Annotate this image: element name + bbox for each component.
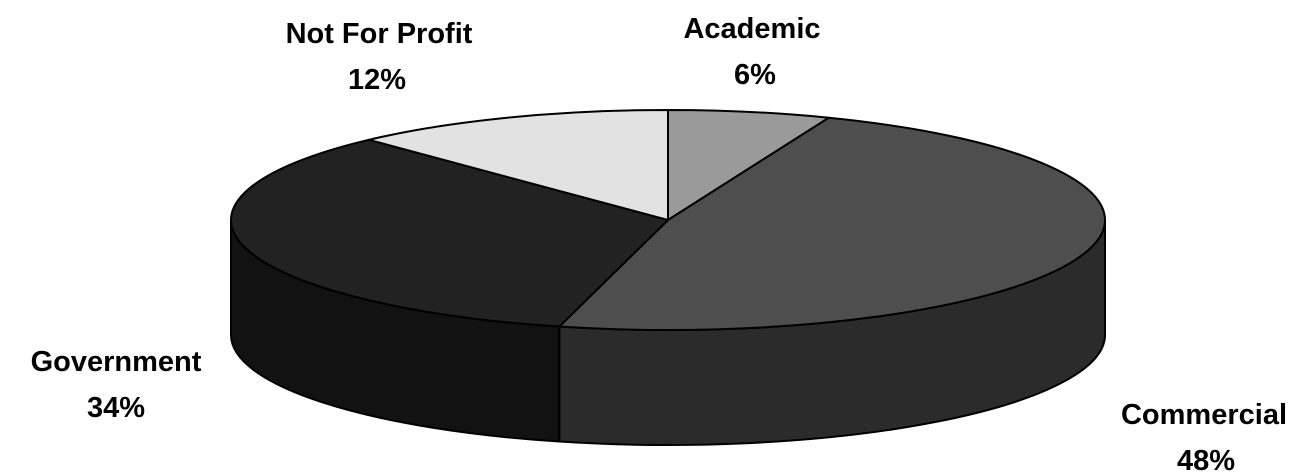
slice-label-academic: Academic [683, 13, 820, 45]
pie-labels: Academic 6% Commercial 48% Government 34… [31, 13, 1287, 475]
slice-value-not-for-profit: 12% [348, 64, 406, 96]
pie-tops [230, 109, 1106, 331]
slice-value-commercial: 48% [1177, 445, 1235, 475]
slice-label-not-for-profit: Not For Profit [286, 18, 473, 50]
pie-slice-academic [667, 109, 830, 221]
slice-label-commercial: Commercial [1121, 399, 1287, 431]
pie-slice-commercial [558, 116, 1106, 331]
slice-value-government: 34% [87, 392, 145, 424]
pie-slice-not-for-profit [367, 109, 669, 221]
pie-slice-government [230, 138, 669, 328]
slice-value-academic: 6% [734, 59, 776, 91]
slice-label-government: Government [31, 346, 202, 378]
